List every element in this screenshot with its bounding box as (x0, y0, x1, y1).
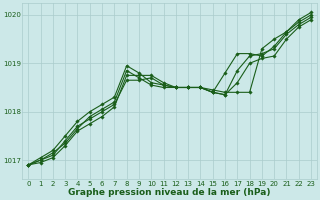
X-axis label: Graphe pression niveau de la mer (hPa): Graphe pression niveau de la mer (hPa) (68, 188, 271, 197)
